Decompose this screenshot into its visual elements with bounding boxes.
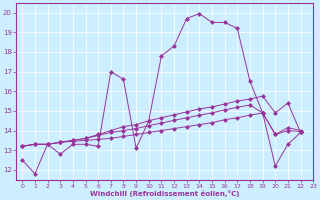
X-axis label: Windchill (Refroidissement éolien,°C): Windchill (Refroidissement éolien,°C) [90,190,239,197]
